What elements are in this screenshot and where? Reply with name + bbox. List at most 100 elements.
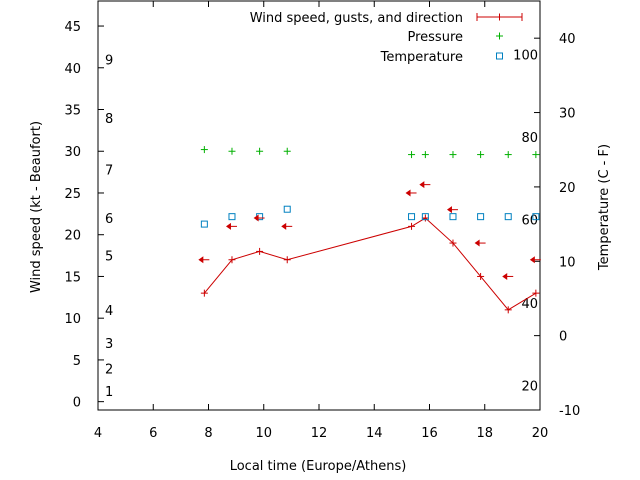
y2-axis-label: Temperature (C - F) xyxy=(597,144,612,271)
beaufort-label: 3 xyxy=(105,337,113,352)
beaufort-label: 7 xyxy=(105,164,113,179)
wind-speed-point xyxy=(477,272,485,280)
wind-speed-point xyxy=(421,214,429,222)
x-tick-label: 10 xyxy=(255,426,272,441)
y2-tick-label: 40 xyxy=(559,32,576,47)
x-tick-label: 8 xyxy=(204,426,212,441)
y-tick-label: 10 xyxy=(64,312,81,327)
y2-tick-label: 10 xyxy=(559,255,576,270)
gust-arrow-head xyxy=(253,214,259,222)
wind-speed-point xyxy=(408,222,416,230)
beaufort-label: 9 xyxy=(105,53,113,68)
gust-arrow-head xyxy=(419,181,425,189)
y-tick-label: 20 xyxy=(64,229,81,244)
y-tick-label: 15 xyxy=(64,270,81,285)
y2-tick-label: 0 xyxy=(559,330,567,345)
gust-arrow xyxy=(502,272,514,280)
temperature-point xyxy=(421,213,429,221)
fahrenheit-label: 80 xyxy=(521,131,538,146)
gust-arrow-head xyxy=(474,239,480,247)
wind-speed-point xyxy=(228,256,236,264)
x-axis-label: Local time (Europe/Athens) xyxy=(230,459,407,474)
y2-tick-label: 30 xyxy=(559,107,576,122)
gust-arrow-head xyxy=(529,256,535,264)
x-tick-label: 18 xyxy=(476,426,493,441)
wind-speed-line xyxy=(203,217,537,311)
gust-arrow xyxy=(446,206,458,214)
x-tick-label: 14 xyxy=(366,426,383,441)
y-tick-label: 5 xyxy=(73,354,81,369)
pressure-point xyxy=(421,151,429,159)
pressure-point xyxy=(408,151,416,159)
legend-temperature-marker xyxy=(496,52,503,60)
beaufort-label: 6 xyxy=(105,212,113,227)
gust-arrow-head xyxy=(198,256,204,264)
pressure-point xyxy=(504,151,512,159)
pressure-point xyxy=(256,147,264,155)
legend-label: Temperature xyxy=(380,50,463,65)
x-tick-label: 20 xyxy=(532,426,549,441)
beaufort-label: 2 xyxy=(105,362,113,377)
temperature-point xyxy=(200,220,208,228)
gust-arrow xyxy=(281,222,293,230)
fahrenheit-label: 40 xyxy=(521,297,538,312)
pressure-point xyxy=(477,151,485,159)
y2-tick-label: -10 xyxy=(559,404,580,419)
x-tick-label: 6 xyxy=(149,426,157,441)
gust-arrow xyxy=(253,214,265,222)
y-tick-label: 25 xyxy=(64,187,81,202)
wind-speed-point xyxy=(532,289,540,297)
legend-wind-marker xyxy=(496,13,503,21)
y-axis-label: Wind speed (kt - Beaufort) xyxy=(29,121,44,293)
legend: Wind speed, gusts, and direction Pressure… xyxy=(250,11,523,65)
x-tick-label: 12 xyxy=(311,426,328,441)
gust-arrow-head xyxy=(446,206,452,214)
legend-label: Wind speed, gusts, and direction xyxy=(250,11,463,26)
gust-arrow xyxy=(474,239,486,247)
fahrenheit-label: 20 xyxy=(521,379,538,394)
legend-pressure-marker xyxy=(496,32,503,40)
wind-speed-point xyxy=(504,306,512,314)
wind-speed-point xyxy=(256,247,264,255)
pressure-point xyxy=(228,147,236,155)
temperature-point xyxy=(504,213,512,221)
pressure-point xyxy=(200,146,208,154)
gust-arrow xyxy=(198,256,210,264)
temperature-point xyxy=(408,213,416,221)
wind-speed-point xyxy=(200,289,208,297)
temperature-point xyxy=(283,205,291,213)
temperature-point xyxy=(532,213,540,221)
gust-arrow xyxy=(419,181,431,189)
y-tick-label: 30 xyxy=(64,145,81,160)
y-tick-label: 40 xyxy=(64,62,81,77)
plot-frame xyxy=(97,0,541,411)
gust-arrow-head xyxy=(405,189,411,197)
temperature-point xyxy=(449,213,457,221)
pressure-point xyxy=(449,151,457,159)
y-tick-label: 0 xyxy=(73,396,81,411)
fahrenheit-label: 60 xyxy=(521,214,538,229)
temperature-point xyxy=(228,213,236,221)
temperature-point xyxy=(477,213,485,221)
fahrenheit-label: 100 xyxy=(513,49,538,64)
y-tick-label: 45 xyxy=(64,20,81,35)
beaufort-label: 5 xyxy=(105,250,113,265)
legend-label: Pressure xyxy=(407,30,463,45)
series-layer xyxy=(198,146,541,314)
gust-arrow xyxy=(225,222,237,230)
y-tick-label: 35 xyxy=(64,104,81,119)
beaufort-label: 8 xyxy=(105,112,113,127)
pressure-point xyxy=(283,147,291,155)
beaufort-label: 1 xyxy=(105,385,113,400)
gust-arrow xyxy=(529,256,541,264)
x-tick-label: 16 xyxy=(421,426,438,441)
gust-arrow-head xyxy=(225,222,231,230)
gust-arrow-head xyxy=(502,272,508,280)
axis-ticks: 4 6 8 10 12 14 16 18 20051015202530354045-100102… xyxy=(64,1,580,441)
gust-arrow xyxy=(405,189,417,197)
beaufort-label: 4 xyxy=(105,304,113,319)
wind-speed-point xyxy=(283,256,291,264)
pressure-point xyxy=(532,151,540,159)
